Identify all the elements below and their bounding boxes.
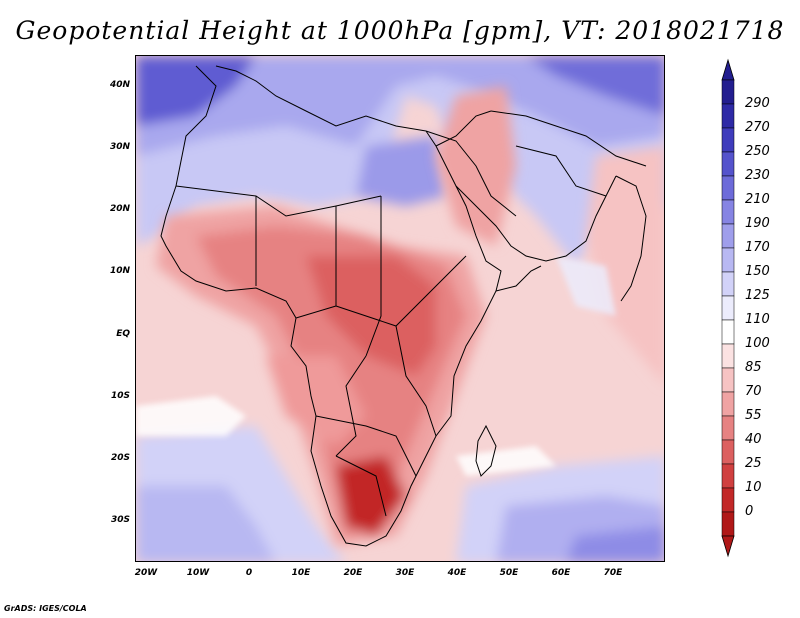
colorbar-swatch — [721, 103, 735, 129]
colorbar-level-label: 10 — [745, 480, 762, 495]
neutral-bands — [136, 256, 616, 476]
lat-label-10s: 10S — [110, 391, 130, 401]
colorbar-swatch — [721, 223, 735, 249]
colorbar-swatch — [721, 175, 735, 201]
colorbar-swatch — [721, 439, 735, 465]
colorbar-level-label: 290 — [745, 96, 770, 111]
lon-label-60e: 60E — [551, 568, 571, 578]
colorbar-level-label: 170 — [745, 240, 770, 255]
colorbar-swatch — [721, 271, 735, 297]
colorbar-top-arrow — [721, 58, 735, 81]
lat-label-40n: 40N — [109, 80, 130, 90]
colorbar-level-label: 25 — [745, 456, 762, 471]
low-pressure-africa — [156, 86, 664, 546]
colorbar-swatch — [721, 319, 735, 345]
colorbar-level-label: 85 — [745, 360, 762, 375]
colorbar-level-label: 100 — [745, 336, 770, 351]
colorbar-level-label: 270 — [745, 120, 770, 135]
lon-label-40e: 40E — [447, 568, 467, 578]
colorbar-swatch — [721, 151, 735, 177]
colorbar-swatch — [721, 79, 735, 105]
lat-label-20n: 20N — [109, 204, 130, 214]
lon-label-10e: 10E — [291, 568, 311, 578]
geopotential-map — [136, 56, 664, 561]
colorbar-swatch — [721, 415, 735, 441]
lon-label-50e: 50E — [499, 568, 519, 578]
lon-label-0: 0 — [245, 568, 253, 578]
coastlines — [160, 65, 647, 547]
colorbar-level-label: 110 — [745, 312, 770, 327]
colorbar-level-label: 40 — [745, 432, 762, 447]
colorbar-swatch — [721, 367, 735, 393]
colorbar-level-label: 125 — [745, 288, 770, 303]
colorbar-level-label: 250 — [745, 144, 770, 159]
colorbar-swatch — [721, 391, 735, 417]
high-pressure-north — [136, 56, 664, 266]
colorbar — [721, 58, 735, 558]
colorbar-swatch — [721, 463, 735, 489]
colorbar-bottom-arrow — [721, 535, 735, 558]
colorbar-swatch — [721, 127, 735, 153]
map-panel — [135, 55, 665, 562]
colorbar-swatch — [721, 295, 735, 321]
lon-label-10w: 10W — [186, 568, 210, 578]
map-title: Geopotential Height at 1000hPa [gpm], VT… — [15, 16, 785, 45]
lat-label-10n: 10N — [109, 266, 130, 276]
colorbar-level-label: 230 — [745, 168, 770, 183]
colorbar-level-label: 190 — [745, 216, 770, 231]
lon-label-20w: 20W — [134, 568, 158, 578]
colorbar-swatch — [721, 199, 735, 225]
lat-label-20s: 20S — [110, 453, 130, 463]
colorbar-level-label: 210 — [745, 192, 770, 207]
lon-label-20e: 20E — [343, 568, 363, 578]
colorbar-level-label: 55 — [745, 408, 762, 423]
lat-label-30s: 30S — [110, 515, 130, 525]
lat-label-30n: 30N — [109, 142, 130, 152]
lon-label-70e: 70E — [603, 568, 623, 578]
colorbar-swatch — [721, 511, 735, 537]
colorbar-level-label: 0 — [745, 504, 754, 519]
lat-label-eq: EQ — [116, 329, 130, 339]
colorbar-level-label: 150 — [745, 264, 770, 279]
colorbar-swatch — [721, 247, 735, 273]
lon-label-30e: 30E — [395, 568, 415, 578]
high-pressure-south — [136, 426, 664, 561]
credit-text: GrADS: IGES/COLA — [4, 604, 87, 613]
colorbar-level-label: 70 — [745, 384, 762, 399]
colorbar-swatch — [721, 487, 735, 513]
colorbar-swatch — [721, 343, 735, 369]
